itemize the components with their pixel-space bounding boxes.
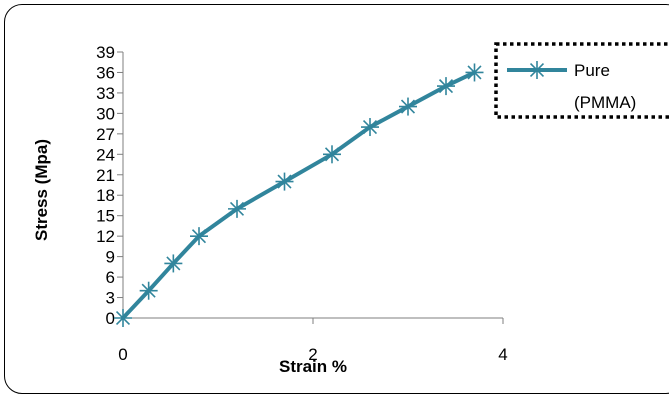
data-point [164,254,183,273]
y-tick-label: 21 [96,166,115,185]
y-tick-label: 3 [106,289,115,308]
series-line [121,70,477,320]
data-point [275,172,294,191]
y-tick-label: 30 [96,104,115,123]
y-tick-label: 15 [96,207,115,226]
y-tick-label: 39 [96,43,115,62]
data-point [437,77,455,96]
y-tick-label: 18 [96,186,115,205]
data-point [323,145,341,164]
data-point [139,281,158,300]
legend-entry-line2: (PMMA) [574,93,636,112]
y-tick-label: 0 [106,309,115,328]
series-layer [114,63,484,327]
data-point [361,118,379,137]
y-tick-label: 36 [96,63,115,82]
x-tick-label: 2 [308,345,317,364]
y-tick-label: 9 [106,248,115,267]
legend-marker-symbol [528,61,546,79]
data-point [190,227,208,246]
data-point [399,97,417,116]
data-point [228,199,246,218]
legend-entry-line1: Pure [574,61,610,80]
y-tick-label: 6 [106,268,115,287]
y-tick-label: 12 [96,227,115,246]
legend-marker [528,61,546,79]
data-point [465,63,484,82]
legend: Pure (PMMA) [494,42,669,119]
y-tick-label: 33 [96,84,115,103]
x-tick-label: 4 [498,345,507,364]
y-axis-title: Stress (Mpa) [32,139,51,241]
y-tick-label: 27 [96,125,115,144]
y-tick-label: 24 [96,145,115,164]
x-axis-title: Strain % [279,357,347,376]
data-point [114,309,132,327]
x-tick-label: 0 [118,345,127,364]
legend-box [494,42,669,119]
